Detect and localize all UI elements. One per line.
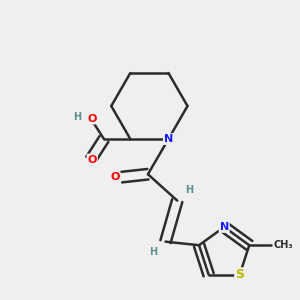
Text: CH₃: CH₃ [274, 240, 293, 250]
Text: S: S [235, 268, 244, 281]
Text: N: N [164, 134, 173, 144]
Text: O: O [110, 172, 120, 182]
Text: H: H [74, 112, 82, 122]
Text: N: N [220, 222, 229, 232]
Text: O: O [88, 113, 97, 124]
Text: H: H [185, 185, 194, 195]
Text: O: O [88, 154, 97, 165]
Text: H: H [149, 247, 157, 257]
